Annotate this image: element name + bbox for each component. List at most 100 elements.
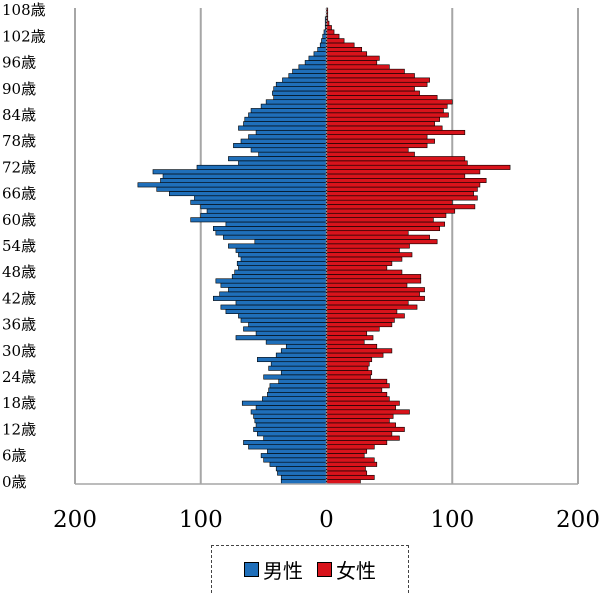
bar-male xyxy=(273,86,327,92)
bar-female xyxy=(326,173,466,179)
x-tick-label: 100 xyxy=(179,507,223,533)
bar-female xyxy=(326,326,380,332)
legend-label-male: 男性 xyxy=(263,559,303,583)
grid-lines xyxy=(74,8,579,484)
bar-male xyxy=(225,221,327,227)
y-tick-label: 18歳 xyxy=(2,394,36,412)
bar-male xyxy=(308,55,327,61)
bar-female xyxy=(326,191,474,197)
bar-male xyxy=(268,387,327,393)
bar-male xyxy=(269,383,327,389)
bar-male xyxy=(228,243,327,249)
bar-male xyxy=(282,77,327,83)
bar-female xyxy=(326,378,388,384)
bar-male xyxy=(260,103,327,109)
y-tick-label: 72歳 xyxy=(2,158,36,176)
bar-female xyxy=(326,226,440,232)
bar-male xyxy=(190,217,327,223)
bar-male xyxy=(243,326,327,332)
bar-female xyxy=(326,470,368,476)
bars xyxy=(137,7,511,485)
y-tick-label: 36歳 xyxy=(2,316,36,334)
bar-female xyxy=(326,164,511,170)
bar-male xyxy=(265,339,327,345)
bar-male xyxy=(275,81,327,87)
axes xyxy=(75,8,578,485)
bar-male xyxy=(200,204,327,210)
y-tick-label: 102歳 xyxy=(2,27,46,45)
bar-female xyxy=(326,217,434,223)
bar-male xyxy=(248,134,327,140)
bar-male xyxy=(253,413,327,419)
bar-female xyxy=(326,68,405,74)
bar-male xyxy=(152,169,327,175)
bar-female xyxy=(326,256,403,262)
bar-female xyxy=(326,448,368,454)
bar-female xyxy=(326,143,428,149)
bar-female xyxy=(326,138,435,144)
bar-male xyxy=(234,269,327,275)
y-tick-label: 60歳 xyxy=(2,211,36,229)
bar-male xyxy=(280,474,327,480)
bar-female xyxy=(326,103,448,109)
bar-male xyxy=(280,348,327,354)
bar-male xyxy=(319,42,327,48)
bar-female xyxy=(326,239,438,245)
bar-female xyxy=(326,322,393,328)
bar-female xyxy=(326,435,400,441)
male-swatch xyxy=(244,562,259,577)
y-tick-label: 42歳 xyxy=(2,289,36,307)
tick-labels: 0歳 6歳 12歳 18歳 24歳 30歳 36歳 42歳 48歳 54歳 60歳 66歳 72歳 78歳… xyxy=(2,1,600,533)
bar-male xyxy=(257,431,327,437)
x-tick-label: 100 xyxy=(430,507,474,533)
bar-male xyxy=(278,378,327,384)
bar-male xyxy=(255,405,327,411)
bar-male xyxy=(238,252,327,258)
bar-female xyxy=(326,374,371,380)
bar-female xyxy=(326,147,409,153)
bar-male xyxy=(238,313,327,319)
bar-male xyxy=(228,287,327,293)
bar-female xyxy=(326,121,435,127)
bar-male xyxy=(162,173,327,179)
x-tick-label: 0 xyxy=(319,507,334,533)
bar-male xyxy=(288,73,327,79)
bar-male xyxy=(248,444,327,450)
bar-female xyxy=(326,221,446,227)
bar-female xyxy=(326,396,390,402)
legend-item-female: 女性 xyxy=(317,555,376,584)
bar-female xyxy=(326,313,405,319)
bar-female xyxy=(326,160,468,166)
bar-male xyxy=(220,304,327,310)
bar-female xyxy=(326,453,365,459)
bar-female xyxy=(326,125,443,131)
bar-female xyxy=(326,300,409,306)
bar-male xyxy=(137,182,327,188)
bar-female xyxy=(326,86,415,92)
bar-male xyxy=(254,239,327,245)
bar-male xyxy=(238,265,327,271)
bar-male xyxy=(213,226,327,232)
y-tick-label: 90歳 xyxy=(2,80,36,98)
bar-female xyxy=(326,234,430,240)
bar-male xyxy=(255,129,327,135)
bar-female xyxy=(326,409,410,415)
bar-male xyxy=(235,247,327,253)
bar-male xyxy=(260,453,327,459)
bar-female xyxy=(326,343,378,349)
bar-female xyxy=(326,278,422,284)
bar-male xyxy=(250,108,327,114)
bar-female xyxy=(326,466,366,472)
bar-male xyxy=(219,291,327,297)
bar-male xyxy=(169,191,327,197)
bar-female xyxy=(326,269,403,275)
bar-male xyxy=(262,396,327,402)
legend: 男性 女性 xyxy=(211,545,409,593)
bar-male xyxy=(263,435,327,441)
bar-female xyxy=(326,29,335,35)
bar-female xyxy=(326,46,363,52)
bar-female xyxy=(326,348,393,354)
bar-female xyxy=(326,243,410,249)
bar-female xyxy=(326,51,368,57)
